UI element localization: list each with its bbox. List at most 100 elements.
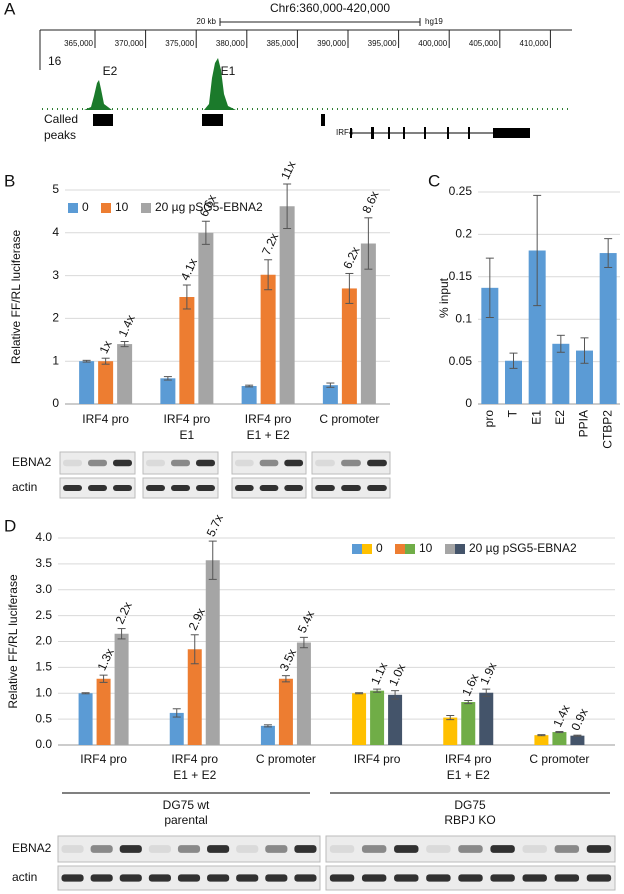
blot-band [61, 845, 84, 853]
y-tick-label: 0.05 [449, 354, 473, 368]
x-tick-label: PPIA [577, 410, 591, 437]
blot-band [259, 459, 279, 467]
blot-band [196, 459, 215, 467]
blot-band [61, 874, 84, 882]
blot-band [177, 874, 201, 882]
blot-band [171, 459, 190, 467]
ruler-label: 395,000 [368, 39, 397, 48]
blot-band [146, 485, 165, 491]
y-axis-label: Relative FF/RL luciferase [6, 574, 20, 709]
x-tick-label: E1 + E2 [447, 768, 490, 782]
called-peaks-label: peaks [44, 128, 76, 142]
blot-band [88, 485, 107, 491]
x-tick-label: IRF4 pro [82, 412, 129, 426]
x-tick-label: pro [482, 410, 496, 428]
blot-label: EBNA2 [12, 455, 52, 469]
y-tick-label: 0 [465, 396, 472, 410]
bar [205, 560, 220, 745]
blot-band [113, 485, 132, 491]
y-tick-label: 1.5 [35, 660, 52, 674]
blot-band [234, 459, 254, 467]
x-tick-label: E2 [553, 410, 567, 425]
fold-label: 4.1x [178, 256, 200, 282]
peak [84, 80, 112, 110]
blot-label: EBNA2 [12, 841, 52, 855]
legend-swatch [405, 544, 415, 554]
fold-label: 1.4x [116, 313, 138, 339]
bar [278, 678, 293, 745]
bar [461, 702, 476, 745]
called-peak [93, 114, 113, 126]
blot-band [586, 845, 612, 853]
blot-band [234, 485, 254, 491]
bar [114, 633, 129, 745]
bar [260, 274, 276, 404]
blot-strip [59, 451, 136, 475]
blot-band [236, 874, 259, 882]
bar [98, 361, 114, 404]
legend-swatch [455, 544, 465, 554]
gene-exons [350, 127, 530, 139]
blot-band [88, 459, 107, 467]
blot-band [522, 845, 547, 853]
y-tick-label: 1 [52, 353, 59, 367]
blot-band [171, 485, 190, 491]
bar [570, 735, 585, 745]
peak [204, 58, 236, 110]
blot-band [341, 459, 361, 467]
bar [96, 678, 111, 745]
bar [552, 343, 570, 404]
bar [370, 690, 385, 745]
genome-label: hg19 [425, 17, 443, 26]
y-tick-label: 2.5 [35, 608, 52, 622]
legend-swatch [141, 203, 151, 213]
y-tick-label: 5 [52, 182, 59, 196]
bar [481, 287, 499, 404]
panel-label: B [4, 171, 15, 190]
peak-label: E1 [221, 64, 236, 78]
blot-band [207, 874, 230, 882]
fold-label: 5.7x [204, 512, 226, 538]
x-tick-label: IRF4 pro [164, 412, 211, 426]
blot-band [236, 845, 259, 853]
blot-strip [57, 835, 321, 863]
x-tick-label: C promoter [256, 752, 316, 766]
ruler-label: 370,000 [115, 39, 144, 48]
y-tick-label: 0.15 [449, 269, 473, 283]
blot-band [586, 874, 612, 882]
group-label: RBPJ KO [444, 813, 495, 827]
y-tick-label: 0.1 [455, 311, 472, 325]
bar [179, 297, 195, 404]
bar [388, 694, 403, 745]
blot-label: actin [12, 870, 37, 884]
blot-band [341, 485, 361, 491]
bar [552, 732, 567, 745]
bar [79, 361, 95, 404]
x-tick-label: IRF4 pro [80, 752, 127, 766]
y-tick-label: 0.0 [35, 737, 52, 751]
legend-label: 20 µg pSG5-EBNA2 [155, 200, 263, 214]
bar [169, 712, 184, 745]
blot-band [315, 459, 335, 467]
ruler-label: 375,000 [165, 39, 194, 48]
legend-swatch [101, 203, 111, 213]
group-label: DG75 wt [163, 798, 210, 812]
x-tick-label: E1 [180, 428, 195, 442]
y-tick-label: 3.0 [35, 582, 52, 596]
legend-swatch [362, 544, 372, 554]
y-axis-label: % input [437, 277, 451, 318]
x-tick-label: C promoter [319, 412, 379, 426]
y-tick-label: 0 [52, 396, 59, 410]
blot-band [113, 459, 132, 467]
fold-label: 6.2x [340, 245, 362, 271]
ruler-label: 365,000 [64, 39, 93, 48]
ruler-label: 385,000 [266, 39, 295, 48]
legend-label: 0 [376, 541, 383, 555]
blot-strip [311, 451, 391, 475]
bar [260, 725, 275, 745]
y-tick-label: 4.0 [35, 530, 52, 544]
group-label: DG75 [454, 798, 486, 812]
bar [479, 692, 494, 745]
